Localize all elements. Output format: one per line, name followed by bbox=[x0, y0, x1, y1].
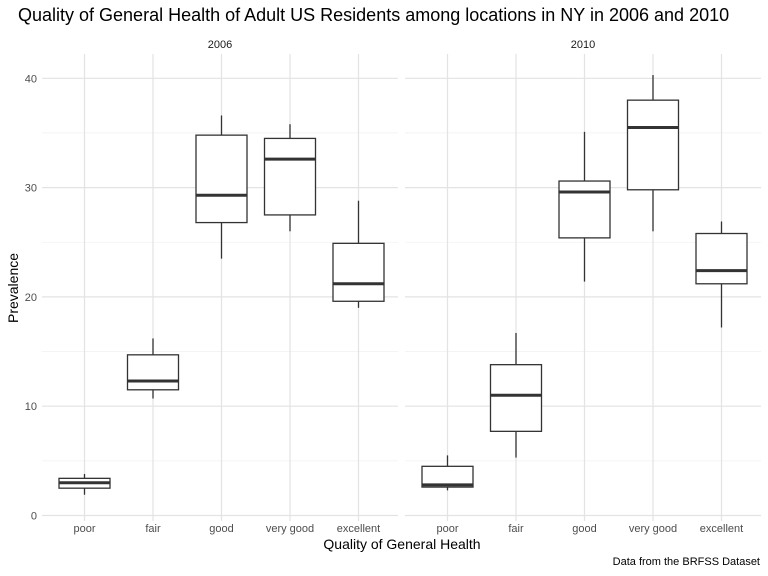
box-2010-excellent bbox=[695, 232, 748, 285]
box-2010-poor bbox=[421, 465, 474, 488]
y-tick-label: 20 bbox=[25, 292, 37, 304]
y-tick-label: 10 bbox=[25, 401, 37, 413]
box-2010-good bbox=[558, 180, 611, 239]
box-2006-very-good bbox=[263, 137, 317, 216]
facet-label: 2006 bbox=[208, 39, 232, 51]
facet-label: 2010 bbox=[571, 39, 595, 51]
x-tick-label: very good bbox=[266, 523, 314, 535]
x-tick-label: good bbox=[572, 523, 596, 535]
x-tick-label: excellent bbox=[700, 523, 743, 535]
x-tick-label: very good bbox=[629, 523, 677, 535]
x-tick-label: fair bbox=[508, 523, 524, 535]
box-2006-excellent bbox=[332, 242, 385, 302]
x-axis-title: Quality of General Health bbox=[323, 536, 480, 552]
box-2010-fair bbox=[489, 364, 543, 432]
y-tick-label: 0 bbox=[31, 511, 37, 523]
caption: Data from the BRFSS Dataset bbox=[612, 556, 760, 568]
x-tick-label: fair bbox=[145, 523, 161, 535]
y-axis-title: Prevalence bbox=[5, 253, 21, 323]
x-tick-label: poor bbox=[73, 523, 95, 535]
x-tick-label: excellent bbox=[337, 523, 380, 535]
y-tick-label: 30 bbox=[25, 183, 37, 195]
box-2006-good bbox=[195, 134, 248, 224]
y-tick-label: 40 bbox=[25, 73, 37, 85]
x-tick-label: poor bbox=[436, 523, 458, 535]
box-2010-very-good bbox=[626, 99, 680, 191]
chart-title: Quality of General Health of Adult US Re… bbox=[18, 5, 730, 25]
x-tick-label: good bbox=[209, 523, 233, 535]
box-2006-fair bbox=[126, 354, 180, 391]
